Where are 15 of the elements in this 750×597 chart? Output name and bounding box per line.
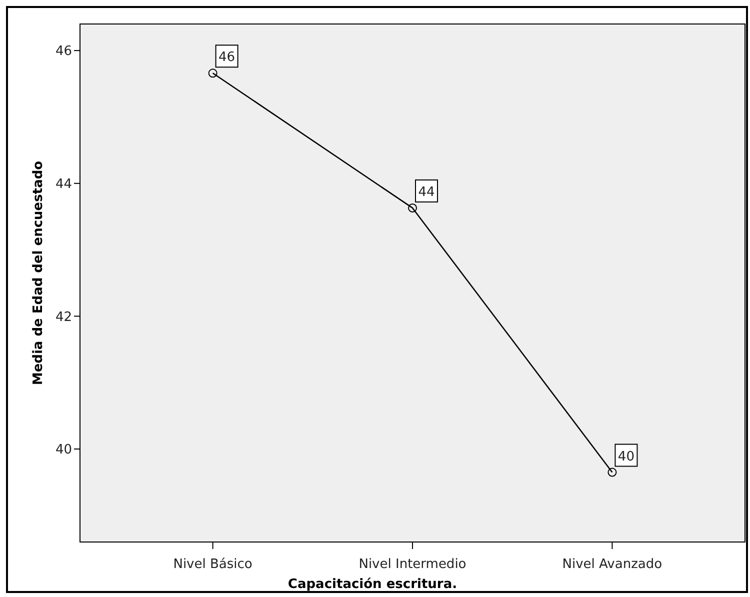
point bbox=[408, 203, 417, 212]
data-label: 46 bbox=[218, 50, 236, 66]
data-label: 44 bbox=[418, 184, 435, 200]
data-label: 40 bbox=[618, 449, 634, 464]
point bbox=[608, 468, 617, 477]
y-tick-label: 46 bbox=[55, 44, 72, 60]
y-tick-label: 42 bbox=[55, 310, 72, 325]
x-tick-label: Nivel Avanzado bbox=[562, 557, 662, 572]
y-axis-title: Media de Edad del encuestado bbox=[31, 160, 46, 386]
y-tick-label: 40 bbox=[55, 442, 72, 458]
x-tick-label: Nivel Básico bbox=[173, 557, 252, 572]
x-axis-title: Capacitación escritura. bbox=[288, 577, 458, 592]
x-tick-label: Nivel Intermedio bbox=[358, 557, 466, 572]
point bbox=[208, 68, 218, 78]
y-tick-label: 44 bbox=[55, 176, 72, 192]
